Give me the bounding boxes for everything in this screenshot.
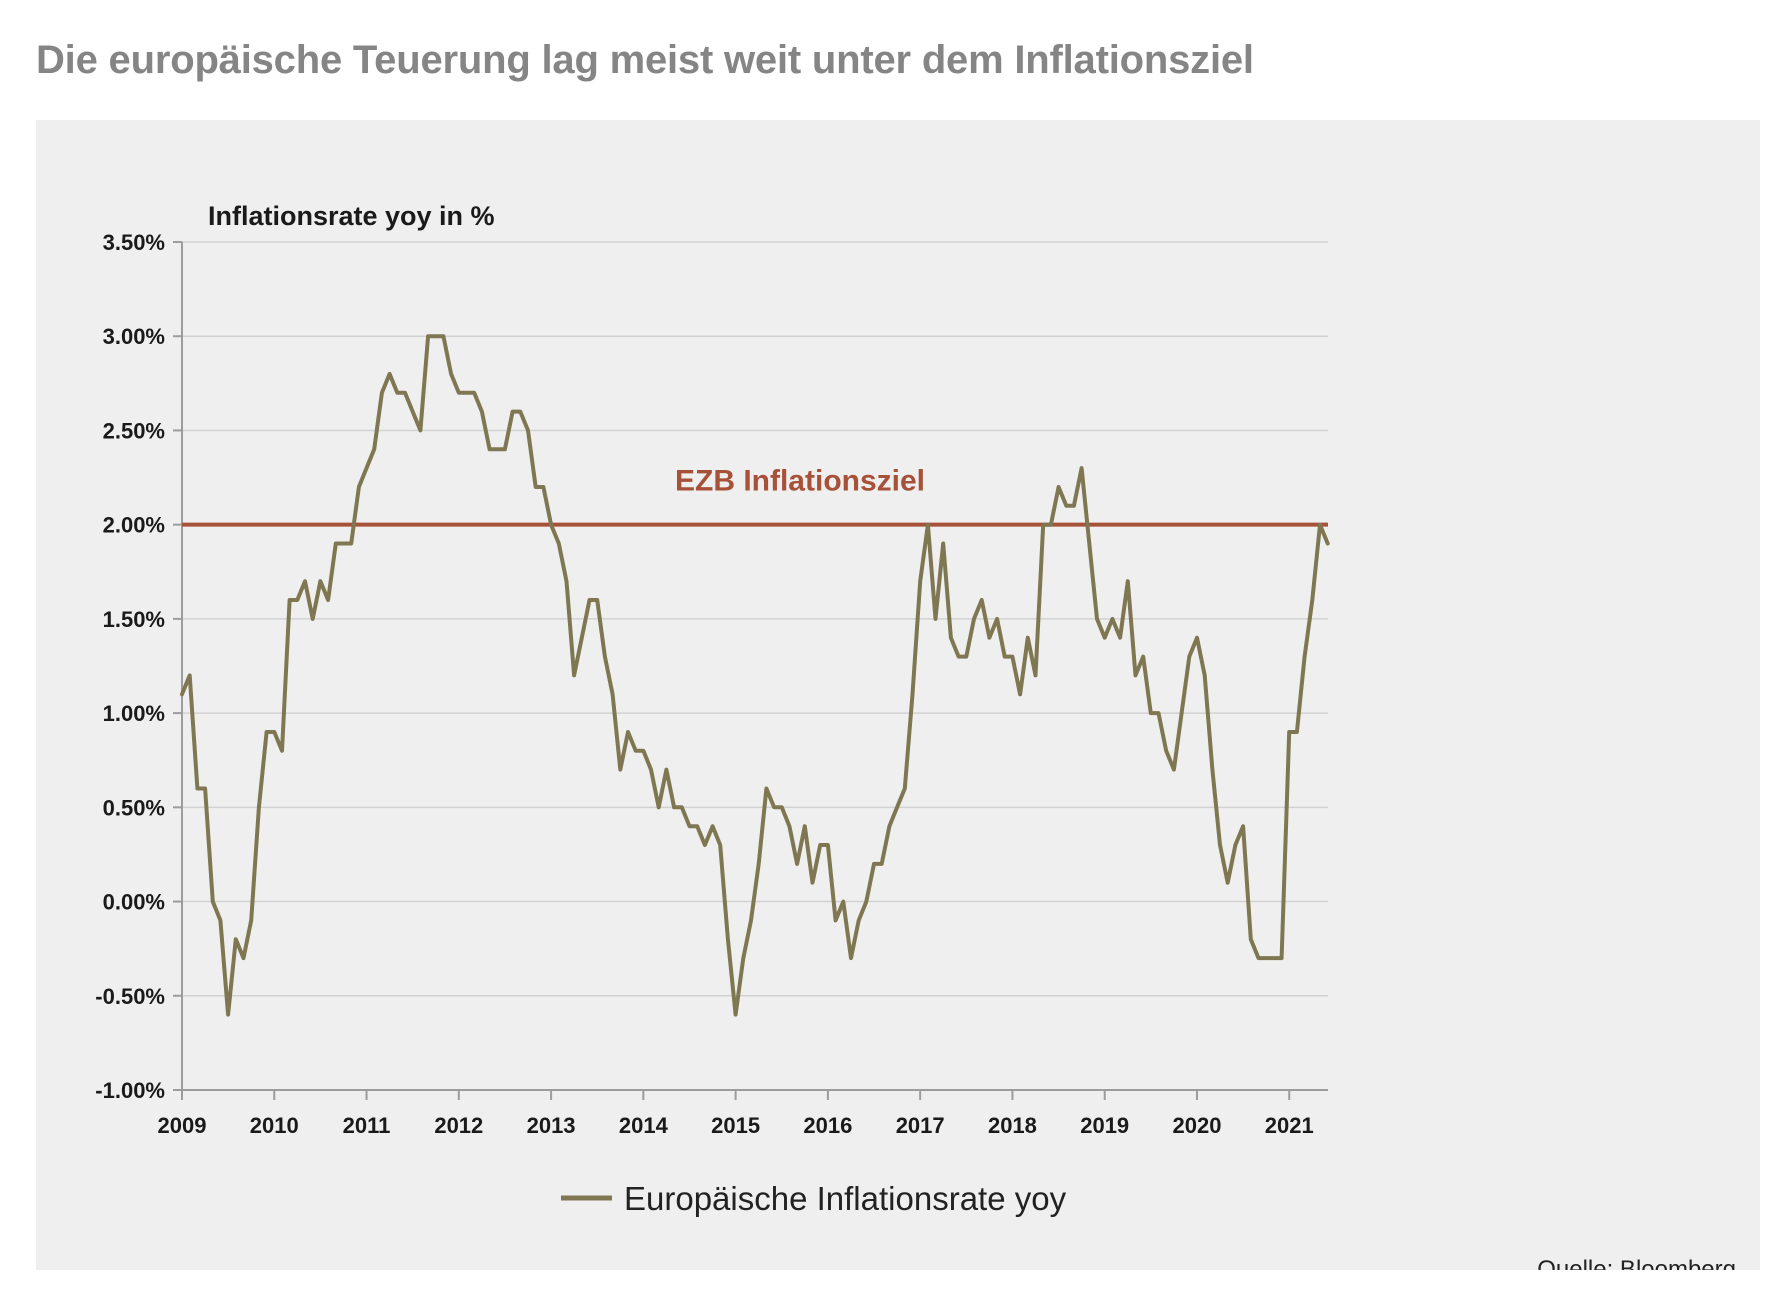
y-tick-label: -1.00% — [95, 1078, 165, 1103]
x-tick-label: 2013 — [527, 1113, 576, 1138]
legend: Europäische Inflationsrate yoy — [561, 1180, 1067, 1217]
page-title: Die europäische Teuerung lag meist weit … — [36, 38, 1254, 82]
target-group: EZB Inflationsziel — [182, 465, 1328, 527]
series-group — [180, 334, 1330, 1017]
source-label: Quelle: Bloomberg — [1537, 1256, 1736, 1270]
y-tick-label: 2.50% — [103, 418, 165, 443]
x-tick-label: 2020 — [1172, 1113, 1221, 1138]
y-tick-label: 1.00% — [103, 701, 165, 726]
y-tick-labels: -1.00% -0.50% 0.00% 0.50% 1.00% 1.50% 2.00% 2.5… — [95, 230, 165, 1103]
x-tick-label: 2018 — [988, 1113, 1037, 1138]
y-tick-label: 3.50% — [103, 230, 165, 255]
x-tick-label: 2015 — [711, 1113, 760, 1138]
y-tick-label: 0.00% — [103, 890, 165, 915]
y-tick-label: 2.00% — [103, 513, 165, 538]
y-tick-label: 3.00% — [103, 324, 165, 349]
x-tick-label: 2021 — [1265, 1113, 1314, 1138]
x-tick-labels: 2009 2010 2011 2012 2013 2014 2015 2016 2017 2018… — [158, 1113, 1314, 1138]
y-tick-label: 0.50% — [103, 795, 165, 820]
series-line — [180, 334, 1330, 1017]
x-tick-label: 2012 — [434, 1113, 483, 1138]
x-tick-label: 2010 — [250, 1113, 299, 1138]
target-label: EZB Inflationsziel — [675, 465, 925, 498]
y-axis-label: Inflationsrate yoy in % — [208, 201, 495, 231]
x-tick-label: 2019 — [1080, 1113, 1129, 1138]
grid-lines — [182, 241, 1328, 1091]
y-tick-label: -0.50% — [95, 984, 165, 1009]
chart-panel: Inflationsrate yoy in % -1.00% -0.50% 0.00… — [36, 120, 1760, 1270]
x-tick-label: 2009 — [158, 1113, 207, 1138]
axes — [173, 241, 1328, 1100]
x-tick-label: 2016 — [803, 1113, 852, 1138]
legend-label: Europäische Inflationsrate yoy — [624, 1180, 1067, 1217]
inflation-chart: Inflationsrate yoy in % -1.00% -0.50% 0.00… — [95, 201, 1736, 1270]
x-tick-label: 2011 — [343, 1113, 391, 1138]
x-tick-label: 2014 — [619, 1113, 669, 1138]
x-tick-label: 2017 — [896, 1113, 945, 1138]
y-tick-label: 1.50% — [103, 607, 165, 632]
